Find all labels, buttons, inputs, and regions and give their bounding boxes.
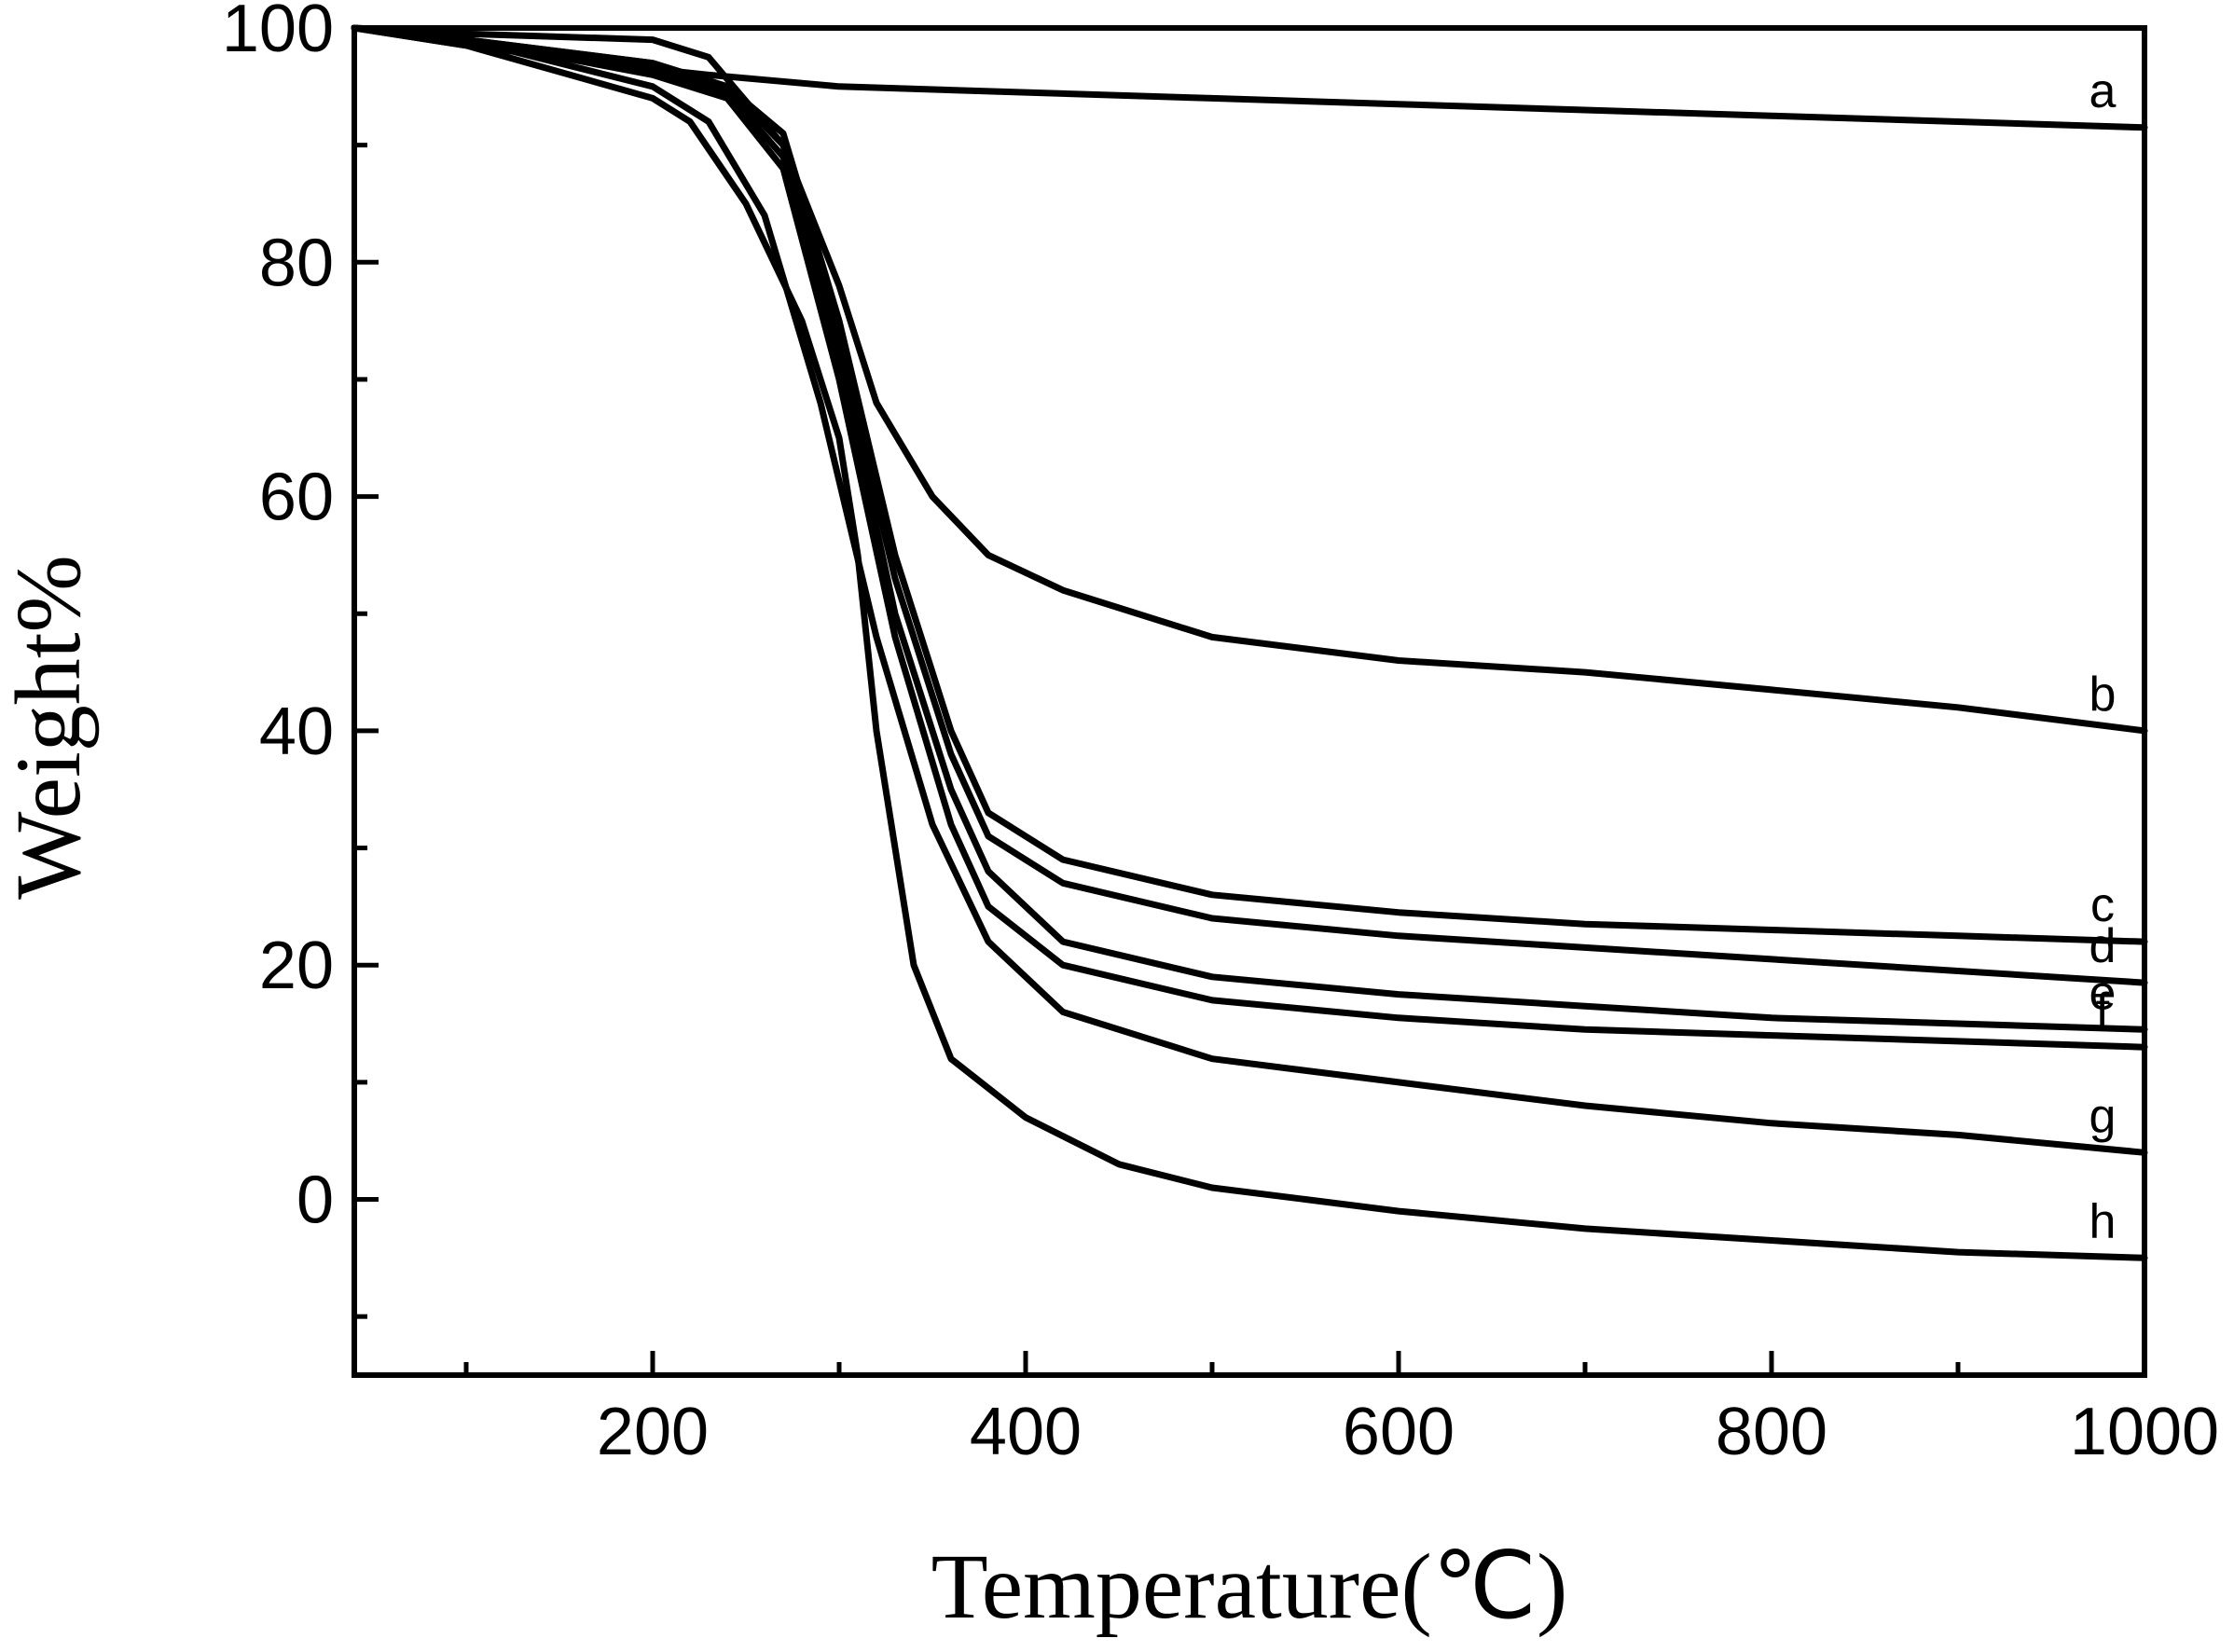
x-tick-label: 800 xyxy=(1716,1395,1827,1469)
y-axis-title: Weight% xyxy=(0,555,100,900)
series-line-c xyxy=(351,24,2148,945)
series-line-f xyxy=(351,24,2148,1051)
x-tick-label: 1000 xyxy=(2070,1395,2219,1469)
series-label-h: h xyxy=(2089,1194,2117,1248)
series-line-b xyxy=(351,24,2148,735)
series-line-e xyxy=(351,24,2148,1033)
plot-area: 200 400 600 800 1000 0 20 40 60 80 100 xyxy=(222,0,2219,1469)
series-label-a: a xyxy=(2089,64,2117,118)
series-label-f: f xyxy=(2096,984,2110,1038)
x-tick-label: 200 xyxy=(597,1395,709,1469)
series-label-e: e xyxy=(2089,966,2117,1020)
plot-frame xyxy=(352,25,2147,1378)
series-label-d: d xyxy=(2089,919,2117,973)
y-tick-label: 20 xyxy=(259,929,334,1003)
series-layer xyxy=(351,24,2148,1261)
x-tick-label: 400 xyxy=(970,1395,1082,1469)
y-tick-label: 60 xyxy=(259,461,334,535)
x-axis-title: Temperature(℃) xyxy=(931,1535,1568,1638)
series-label-g: g xyxy=(2089,1089,2117,1143)
y-tick-label: 40 xyxy=(259,695,334,769)
series-label-c: c xyxy=(2090,878,2115,932)
y-tick-label: 0 xyxy=(296,1163,334,1238)
y-tick-label: 80 xyxy=(259,226,334,300)
y-tick-label: 100 xyxy=(222,0,334,66)
series-label-b: b xyxy=(2089,668,2117,722)
x-tick-label: 600 xyxy=(1343,1395,1455,1469)
series-line-g xyxy=(351,24,2148,1156)
series-line-d xyxy=(351,24,2148,986)
series-line-h xyxy=(351,24,2148,1261)
